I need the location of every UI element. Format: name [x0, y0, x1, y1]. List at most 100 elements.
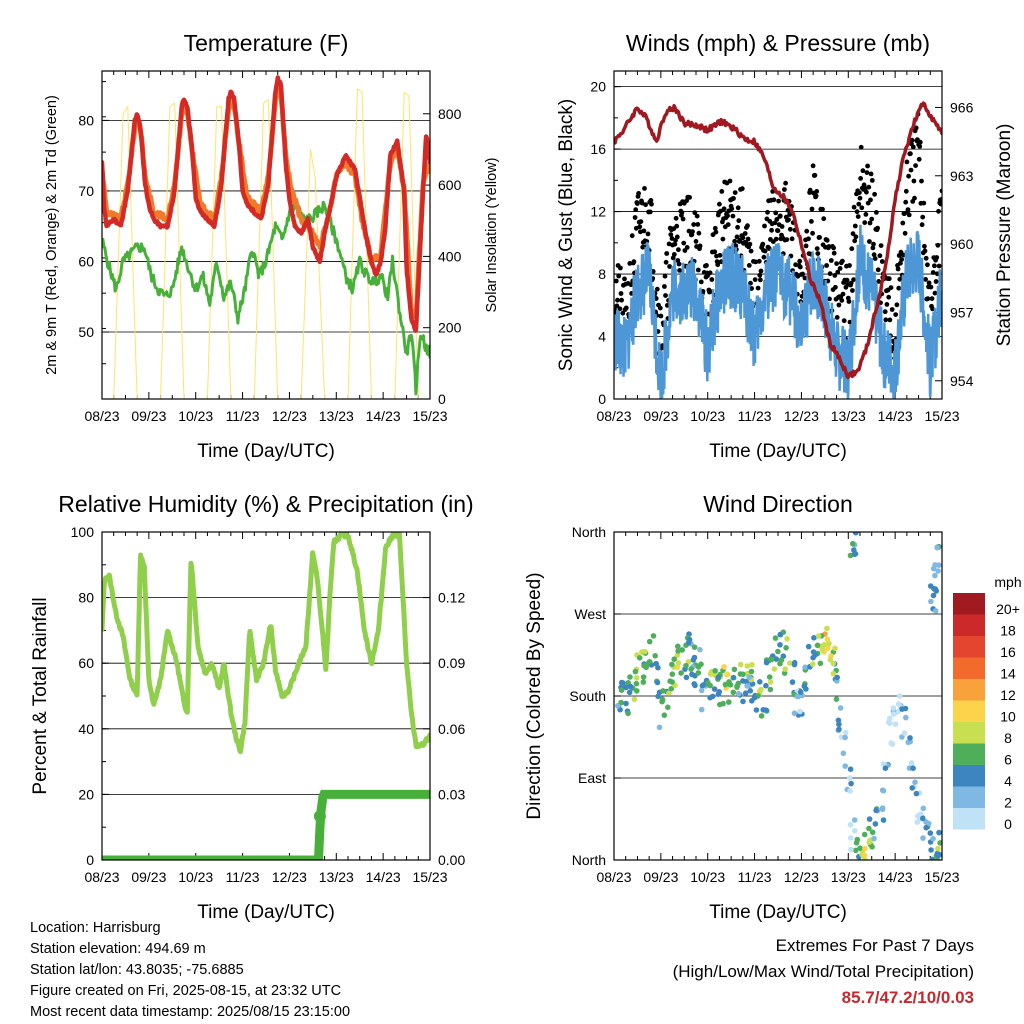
- colorbar-swatch: [953, 657, 985, 679]
- direction-point: [632, 668, 639, 675]
- gust-point: [622, 276, 627, 282]
- direction-point: [746, 674, 752, 680]
- winds-y2tick-label: 954: [950, 373, 974, 389]
- pressure-line: [614, 101, 942, 380]
- wind_direction-xtick-label: 15/23: [924, 869, 959, 885]
- gust-point: [695, 267, 701, 273]
- gust-point: [854, 209, 860, 215]
- direction-point: [847, 766, 854, 772]
- gust-point: [635, 201, 640, 206]
- gust-point: [813, 193, 819, 199]
- direction-point: [737, 661, 744, 668]
- direction-point: [656, 724, 663, 731]
- humidity-plot-area: [102, 532, 430, 860]
- gust-point: [809, 219, 814, 224]
- direction-point: [631, 696, 638, 703]
- gust-point: [884, 302, 890, 307]
- direction-point: [842, 763, 848, 769]
- gust-point: [758, 268, 764, 274]
- direction-point: [862, 845, 868, 852]
- wind-line: [614, 224, 942, 399]
- direction-point: [824, 636, 831, 643]
- gust-point: [837, 266, 843, 271]
- gust-point: [709, 277, 715, 282]
- gust-point: [693, 239, 699, 244]
- direction-point: [935, 845, 941, 852]
- direction-point: [674, 652, 681, 658]
- gust-point: [832, 273, 838, 278]
- gust-point: [765, 209, 770, 215]
- gust-point: [696, 230, 702, 236]
- humidity-xtick-label: 12/23: [272, 869, 307, 885]
- direction-point: [846, 775, 853, 781]
- humidity-ytick-label: 40: [78, 721, 94, 737]
- temperature-xtick-label: 08/23: [84, 408, 119, 424]
- gust-point: [835, 269, 841, 275]
- wind_direction-chart: Wind DirectionNorthEastSouthWestNorth08/…: [524, 491, 1022, 923]
- temperature-ytick-label: 80: [78, 112, 94, 128]
- gust-point: [934, 255, 940, 260]
- direction-point: [737, 671, 744, 677]
- direction-point: [735, 690, 742, 697]
- direction-point: [669, 661, 675, 668]
- gust-point: [814, 189, 820, 194]
- location-text: Location: Harrisburg: [30, 920, 161, 936]
- direction-point: [837, 705, 844, 711]
- direction-point: [690, 657, 697, 663]
- gust-point: [748, 280, 753, 286]
- gust-point: [865, 163, 870, 169]
- temp-2m-line: [102, 75, 430, 333]
- direction-point: [817, 660, 824, 667]
- gust-point: [874, 210, 879, 215]
- gust-point: [649, 201, 654, 207]
- direction-point: [920, 815, 926, 822]
- gust-point: [930, 270, 936, 275]
- temperature-ylabel-right: Solar Insolation (Yellow): [484, 157, 500, 312]
- direction-point: [661, 712, 668, 718]
- gust-point: [760, 241, 766, 247]
- gust-point: [676, 261, 682, 267]
- humidity-xtick-label: 11/23: [226, 869, 260, 885]
- direction-point: [772, 635, 779, 641]
- gust-point: [762, 223, 767, 229]
- gust-point: [923, 255, 929, 261]
- gust-point: [923, 277, 928, 282]
- direction-point: [626, 689, 633, 696]
- direction-point: [671, 656, 677, 662]
- gust-point: [840, 258, 845, 264]
- colorbar-label: 20+: [996, 601, 1020, 617]
- wind_direction-ytick-label: West: [574, 606, 606, 622]
- extremes-subtitle: (High/Low/Max Wind/Total Precipitation): [672, 962, 974, 981]
- direction-point: [685, 639, 692, 646]
- temperature-y2tick-label: 800: [438, 106, 462, 122]
- gust-point: [917, 139, 923, 145]
- humidity-ytick-label: 0: [86, 852, 94, 868]
- gust-point: [698, 279, 704, 285]
- gust-point: [810, 230, 815, 236]
- gust-point: [620, 310, 626, 316]
- gust-point: [695, 222, 701, 227]
- humidity-ylabel: Percent & Total Rainfall: [30, 597, 51, 794]
- gust-point: [919, 178, 924, 184]
- gust-point: [871, 252, 877, 258]
- colorbar-label: 18: [1000, 622, 1016, 638]
- direction-point: [869, 844, 875, 850]
- gust-point: [860, 168, 866, 174]
- temperature-xtick-label: 12/23: [272, 408, 307, 424]
- direction-point: [908, 760, 915, 766]
- gust-point: [847, 263, 852, 268]
- gust-point: [815, 251, 821, 256]
- direction-point: [653, 660, 659, 667]
- direction-point: [727, 682, 734, 688]
- winds-xtick-label: 13/23: [831, 408, 866, 424]
- winds-y2tick-label: 963: [950, 168, 974, 184]
- colorbar: mph 20+ 18 16 14 12 10 8 6 4 2 0: [953, 574, 1022, 832]
- gust-point: [896, 285, 902, 291]
- direction-point: [901, 730, 908, 736]
- solar-insolation-line: [102, 88, 430, 399]
- gust-point: [849, 246, 855, 252]
- direction-point: [936, 829, 942, 836]
- gust-point: [877, 253, 883, 259]
- colorbar-label: 16: [1000, 644, 1016, 660]
- direction-point: [871, 835, 877, 842]
